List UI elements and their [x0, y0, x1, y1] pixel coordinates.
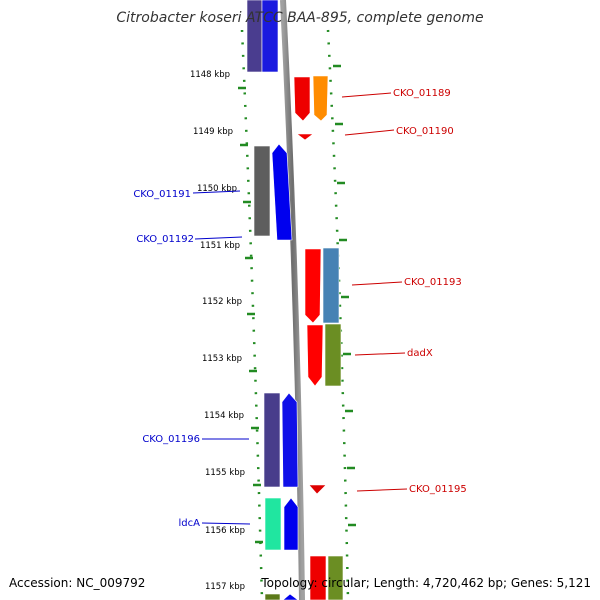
- label-leaders: [192, 92, 408, 525]
- gene-label: CKO_01192: [136, 234, 194, 245]
- gene-block: [324, 323, 342, 387]
- forward-genes: [246, 0, 299, 600]
- gene-label: CKO_01189: [393, 88, 451, 99]
- leader-line: [201, 522, 251, 525]
- genome-summary-text: Topology: circular; Length: 4,720,462 bp…: [261, 576, 591, 590]
- ruler-label: 1148 kbp: [190, 70, 230, 80]
- reverse-genes: [293, 75, 344, 600]
- gene-block: [327, 555, 344, 600]
- gene-block: [264, 593, 281, 600]
- ruler-label: 1156 kbp: [205, 526, 245, 536]
- map-title: Citrobacter koseri ATCC BAA-895, complet…: [116, 10, 484, 26]
- gene-label: CKO_01193: [404, 277, 462, 288]
- leader-line: [344, 129, 395, 136]
- gene-arrow: [293, 76, 311, 122]
- tick-guides: [240, 29, 350, 600]
- accession-text: Accession: NC_009792: [9, 576, 146, 590]
- leader-line: [194, 236, 243, 240]
- ruler-label: 1151 kbp: [200, 241, 240, 251]
- ruler-label: 1150 kbp: [197, 184, 237, 194]
- gene-label: ldcA: [179, 518, 201, 529]
- gene-label: CKO_01196: [142, 434, 200, 445]
- gene-block: [264, 497, 282, 551]
- leader-line: [354, 352, 406, 356]
- gene-arrow: [304, 248, 322, 324]
- gene-arrow: [306, 324, 324, 387]
- gene-arrow: [308, 484, 327, 495]
- gene-arrow: [283, 497, 299, 551]
- ruler-label: 1157 kbp: [205, 582, 245, 592]
- gene-block: [322, 247, 340, 324]
- gene-arrow: [281, 392, 299, 488]
- gene-block: [309, 555, 327, 600]
- genome-backbone: [280, 0, 305, 600]
- gene-arrow: [271, 143, 293, 241]
- gene-arrow: [282, 593, 299, 600]
- ruler-label: 1149 kbp: [193, 127, 233, 137]
- gene-block: [263, 392, 281, 488]
- leader-line: [356, 488, 408, 492]
- gene-label: CKO_01195: [409, 484, 467, 495]
- gene-block: [261, 0, 279, 73]
- inner-tick-line-right: [326, 29, 350, 600]
- ruler-label: 1155 kbp: [205, 468, 245, 478]
- tick-guides-major: [238, 64, 356, 544]
- leader-line: [351, 281, 403, 286]
- leader-line: [192, 190, 241, 194]
- ruler-label: 1152 kbp: [202, 297, 242, 307]
- ruler-label: 1154 kbp: [204, 411, 244, 421]
- gene-label: CKO_01191: [133, 189, 191, 200]
- gene-labels: CKO_01189 CKO_01190 CKO_01191 CKO_01192 …: [133, 88, 466, 529]
- leader-line: [341, 92, 392, 98]
- inner-tick-line-left: [240, 29, 264, 600]
- gene-label: dadX: [407, 348, 433, 359]
- gene-arrow: [296, 133, 314, 141]
- ruler-label: 1153 kbp: [202, 354, 242, 364]
- ruler-labels: 1148 kbp 1149 kbp 1150 kbp 1151 kbp 1152…: [190, 70, 245, 592]
- gene-block: [253, 145, 271, 237]
- gene-arrow: [312, 75, 329, 122]
- gene-label: CKO_01190: [396, 126, 454, 137]
